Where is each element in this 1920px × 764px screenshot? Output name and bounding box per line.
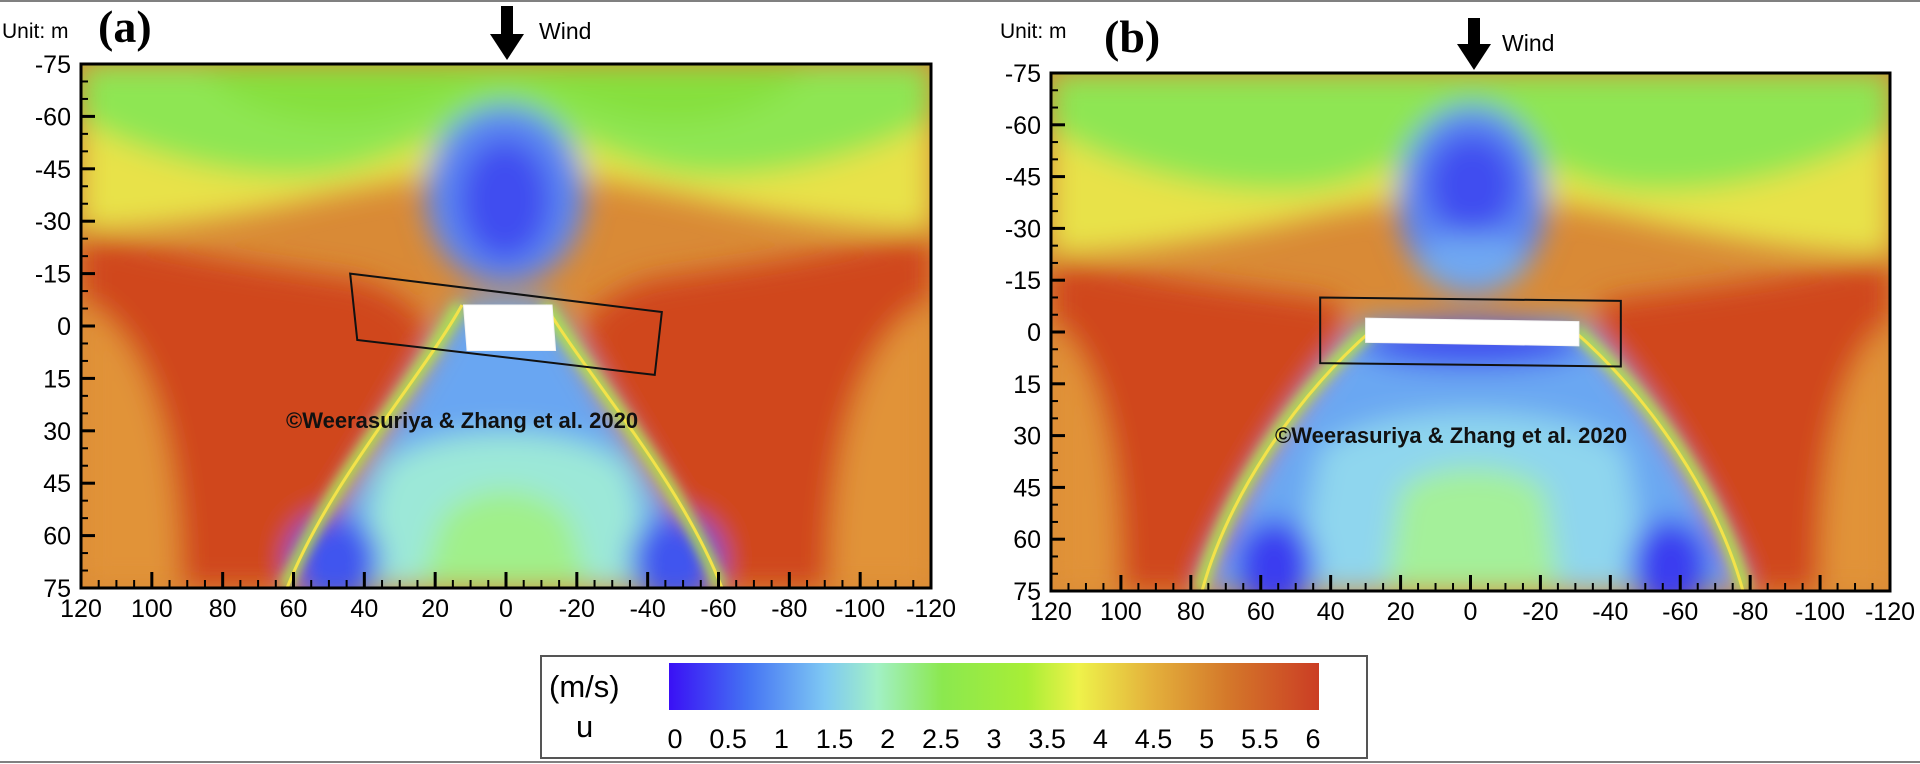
colorbar-tick-label: 1 (774, 724, 789, 754)
x-tick-label-b: -80 (1732, 598, 1768, 626)
colorbar-tick-label: 3 (986, 724, 1001, 754)
domain-outline-a (349, 272, 663, 377)
y-tick-label-a: -15 (35, 261, 71, 289)
x-tick-label-a: 0 (499, 595, 513, 623)
y-tick-label-a: 75 (43, 575, 71, 603)
y-tick-label-b: 45 (1013, 474, 1041, 502)
y-tick-label-a: 45 (43, 470, 71, 498)
panel-label-a: (a) (98, 1, 152, 52)
wind-arrow-b (1457, 18, 1491, 70)
y-tick-label-a: -60 (35, 103, 71, 131)
colorbar-tick-label: 0 (667, 724, 682, 754)
x-tick-label-a: 60 (280, 595, 308, 623)
colorbar-tick-label: 4 (1093, 724, 1108, 754)
x-tick-label-b: -100 (1795, 598, 1845, 626)
y-tick-label-b: 0 (1027, 319, 1041, 347)
x-tick-label-a: -100 (835, 595, 885, 623)
y-tick-label-b: -75 (1005, 60, 1041, 88)
x-tick-label-b: 100 (1100, 598, 1142, 626)
contour-field-b (1051, 73, 1890, 591)
colorbar-tick-label: 0.5 (709, 724, 747, 754)
copyright-b: ©Weerasuriya & Zhang et al. 2020 (1275, 423, 1627, 448)
y-tick-label-b: -45 (1005, 164, 1041, 192)
y-tick-label-a: 0 (57, 313, 71, 341)
x-tick-label-a: -20 (559, 595, 595, 623)
domain-outline-b (1319, 296, 1622, 368)
x-tick-label-a: -60 (700, 595, 736, 623)
y-tick-label-a: 60 (43, 523, 71, 551)
x-tick-label-b: -60 (1662, 598, 1698, 626)
y-tick-label-b: -60 (1005, 112, 1041, 140)
colorbar-tick-label: 2.5 (922, 724, 960, 754)
wind-label-a: Wind (539, 18, 591, 44)
x-tick-label-a: -40 (630, 595, 666, 623)
y-tick-label-a: -45 (35, 156, 71, 184)
y-tick-label-a: -75 (35, 51, 71, 79)
x-tick-label-b: 20 (1387, 598, 1415, 626)
y-tick-label-b: -15 (1005, 267, 1041, 295)
x-tick-label-b: 80 (1177, 598, 1205, 626)
y-tick-label-b: -30 (1005, 215, 1041, 243)
x-tick-label-b: 120 (1030, 598, 1072, 626)
x-tick-label-a: -80 (771, 595, 807, 623)
x-tick-label-b: 60 (1247, 598, 1275, 626)
wind-label-b: Wind (1502, 30, 1554, 56)
colorbar-tick-label: 3.5 (1028, 724, 1066, 754)
contour-field-a (81, 64, 931, 588)
building-b (1365, 317, 1580, 347)
unit-label-a: Unit: m (2, 20, 69, 43)
x-tick-label-b: 0 (1464, 598, 1478, 626)
colorbar-variable: u (576, 709, 593, 744)
y-tick-label-b: 15 (1013, 371, 1041, 399)
colorbar-unit: (m/s) (549, 669, 620, 704)
panel-b: 120 100 80 60 40 20 0 -20 -40 -60 -80 -100 -120 -75 -6… (1000, 11, 1915, 626)
y-tick-label-b: 30 (1013, 423, 1041, 451)
colorbar-tick-label: 1.5 (816, 724, 854, 754)
x-tick-label-a: 40 (350, 595, 378, 623)
colorbar-tick-label: 5.5 (1241, 724, 1279, 754)
x-tick-label-a: 120 (60, 595, 102, 623)
colorbar-tick-label: 4.5 (1135, 724, 1173, 754)
x-tick-label-b: 40 (1317, 598, 1345, 626)
unit-label-b: Unit: m (1000, 20, 1067, 43)
panel-label-b: (b) (1104, 11, 1160, 62)
building-a (462, 304, 557, 351)
y-tick-label-b: 60 (1013, 526, 1041, 554)
colorbar: (m/s) u 0 0.5 1 1.5 2 2.5 3 3.5 4 4.5 5 5.5 6 (540, 655, 1368, 759)
copyright-a: ©Weerasuriya & Zhang et al. 2020 (286, 408, 638, 433)
wind-arrow-a (490, 6, 524, 60)
colorbar-tick-label: 2 (880, 724, 895, 754)
x-tick-label-b: -40 (1592, 598, 1628, 626)
y-tick-label-a: -30 (35, 208, 71, 236)
x-tick-label-b: -20 (1522, 598, 1558, 626)
x-tick-label-b: -120 (1865, 598, 1915, 626)
x-tick-label-a: 100 (131, 595, 173, 623)
panel-a: 120 100 80 60 40 20 0 -20 -40 -60 -80 -100 -120 -75 -6… (2, 1, 956, 623)
y-tick-label-b: 75 (1013, 578, 1041, 606)
colorbar-tick-label: 6 (1305, 724, 1320, 754)
x-tick-label-a: -120 (906, 595, 956, 623)
y-tick-label-a: 30 (43, 418, 71, 446)
colorbar-gradient (669, 663, 1319, 710)
colorbar-tick-label: 5 (1199, 724, 1214, 754)
y-tick-label-a: 15 (43, 365, 71, 393)
x-tick-label-a: 20 (421, 595, 449, 623)
x-tick-label-a: 80 (209, 595, 237, 623)
